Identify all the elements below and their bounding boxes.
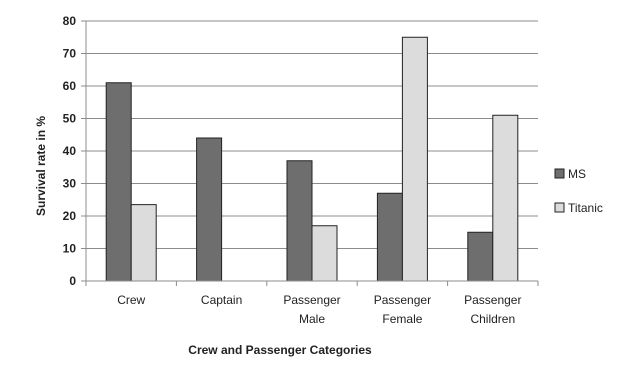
x-tick-label: Passenger [374, 293, 431, 307]
bars [105, 36, 519, 282]
y-tick-label: 50 [63, 112, 77, 126]
x-tick-label: Passenger [283, 293, 340, 307]
axes [81, 20, 539, 286]
x-tick-label: Male [299, 312, 325, 326]
y-tick-label: 40 [63, 144, 77, 158]
bar-ms-2 [286, 160, 313, 282]
y-axis-title: Survival rate in % [34, 116, 48, 216]
legend-swatch-ms [554, 168, 565, 179]
bar-titanic-3 [401, 36, 428, 282]
x-tick-label: Female [382, 312, 422, 326]
legend-label-titanic: Titanic [568, 201, 603, 215]
x-axis-title: Crew and Passenger Categories [188, 343, 372, 357]
bar-ms-4 [467, 231, 494, 282]
legend: MS Titanic [554, 167, 603, 215]
bar-titanic-4 [492, 114, 519, 282]
x-tick-label: Children [470, 312, 515, 326]
legend-swatch-titanic [554, 202, 565, 213]
x-tick-label: Passenger [464, 293, 521, 307]
bar-titanic-2 [311, 225, 338, 282]
bar-titanic-0 [130, 204, 157, 282]
y-tick-label: 80 [63, 14, 77, 28]
y-tick-label: 60 [63, 79, 77, 93]
bar-ms-1 [196, 137, 223, 282]
x-tick-label: Crew [117, 293, 145, 307]
bar-ms-3 [376, 192, 403, 282]
y-tick-label: 0 [69, 274, 76, 288]
bar-ms-0 [105, 82, 132, 282]
x-tick-label: Captain [201, 293, 242, 307]
y-tick-label: 30 [63, 177, 77, 191]
y-tick-label: 70 [63, 47, 77, 61]
legend-label-ms: MS [568, 167, 586, 181]
labels: 0 10 20 30 40 50 60 70 80 Crew Captain Passenger Mal… [63, 14, 522, 326]
y-tick-label: 10 [63, 242, 77, 256]
y-tick-label: 20 [63, 209, 77, 223]
